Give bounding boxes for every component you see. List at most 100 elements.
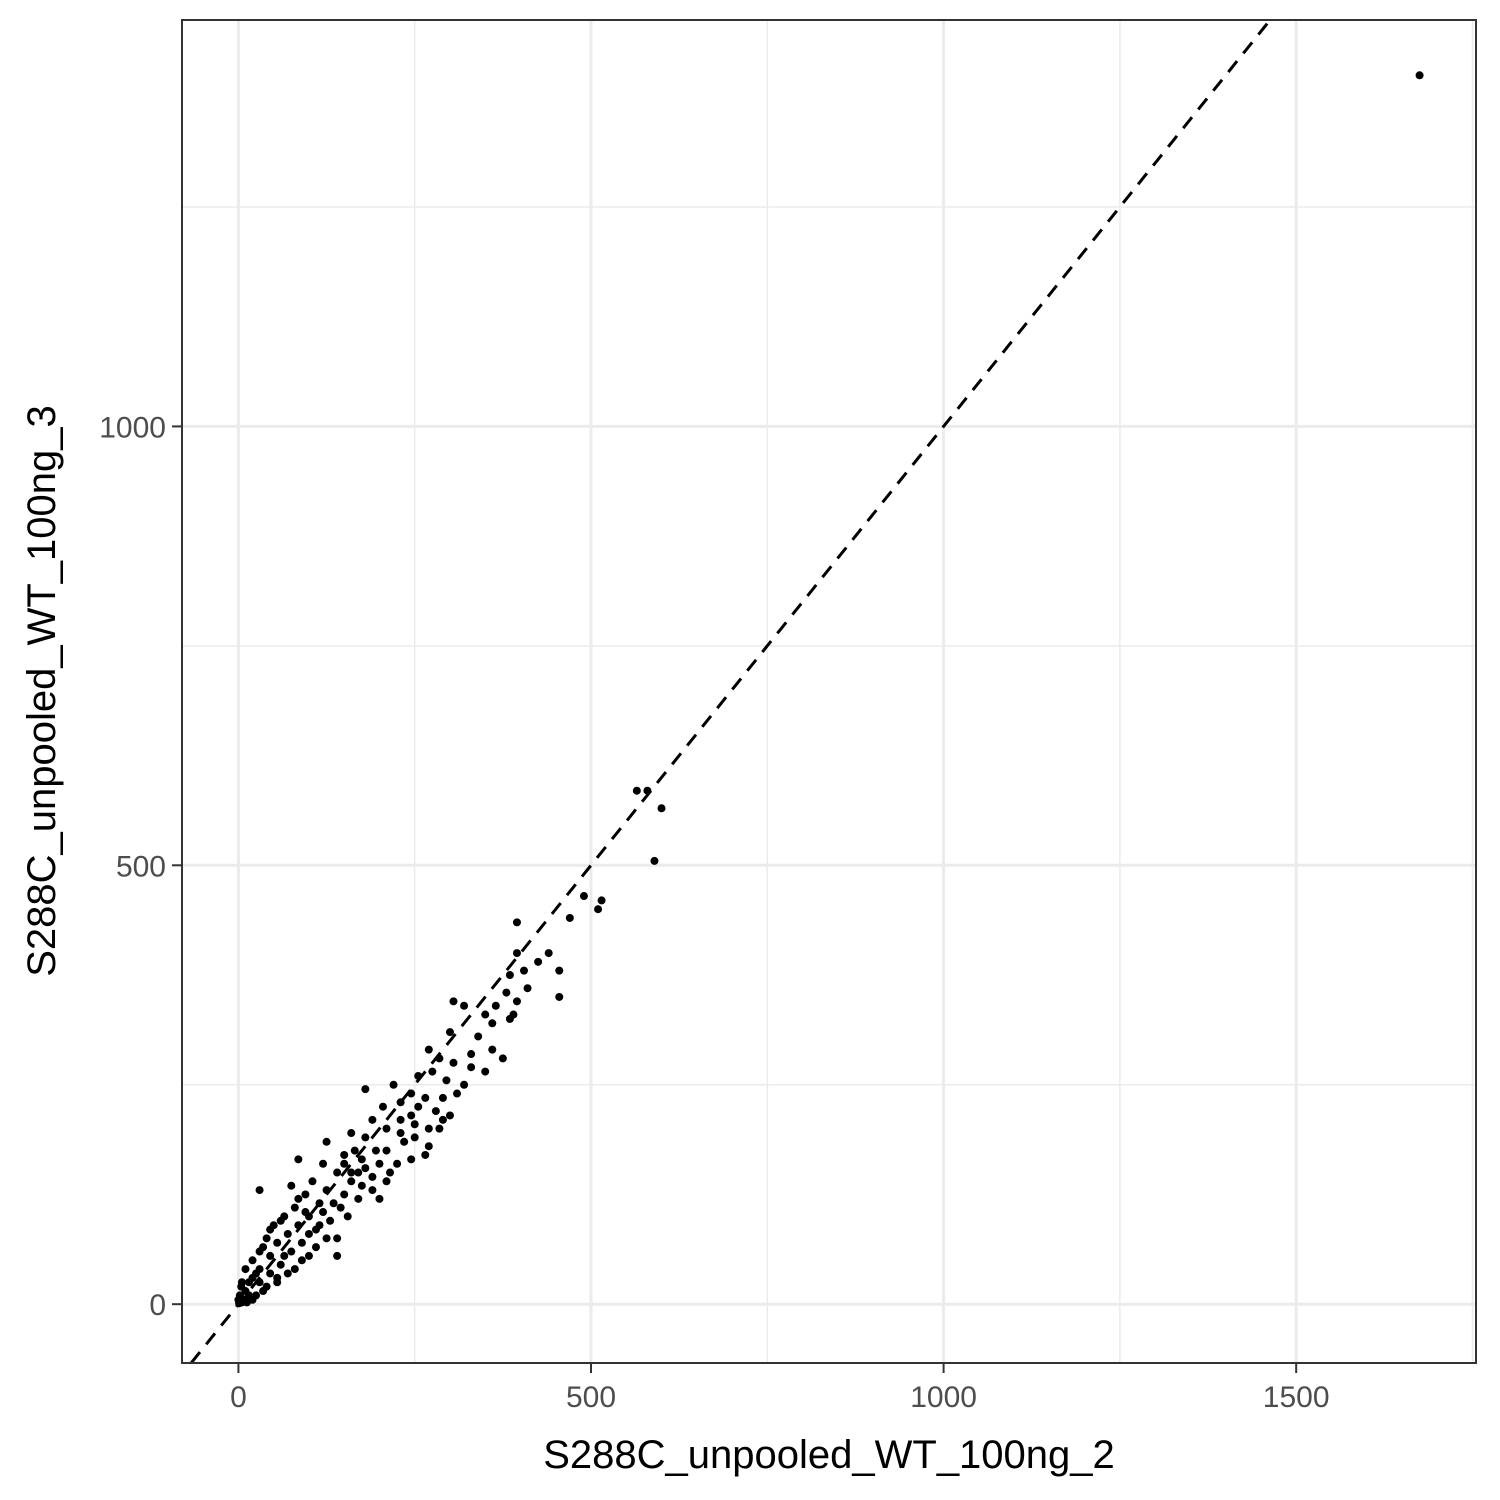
x-tick-label: 500: [566, 1381, 616, 1414]
data-point: [319, 1208, 328, 1217]
data-point: [273, 1238, 282, 1247]
data-point: [555, 966, 564, 975]
data-point: [378, 1102, 387, 1111]
data-point: [467, 1063, 476, 1072]
data-point: [329, 1199, 338, 1208]
data-point: [414, 1102, 423, 1111]
data-point: [350, 1146, 359, 1155]
data-point: [523, 984, 532, 993]
data-point: [234, 1295, 243, 1304]
data-point: [386, 1168, 395, 1177]
data-point: [632, 786, 641, 795]
data-point: [311, 1243, 320, 1252]
data-point: [304, 1251, 313, 1260]
data-point: [442, 1076, 451, 1085]
data-point: [237, 1282, 246, 1291]
data-point: [407, 1089, 416, 1098]
data-point: [534, 957, 543, 966]
data-point: [382, 1146, 391, 1155]
data-point: [505, 1014, 514, 1023]
data-point: [460, 1080, 469, 1089]
data-point: [544, 949, 553, 958]
data-point: [431, 1107, 440, 1116]
data-point: [361, 1164, 370, 1173]
data-point: [410, 1120, 419, 1129]
data-point: [319, 1159, 328, 1168]
data-point: [354, 1168, 363, 1177]
data-point: [283, 1229, 292, 1238]
data-point: [326, 1216, 335, 1225]
data-point: [393, 1159, 402, 1168]
data-point: [435, 1054, 444, 1063]
data-point: [438, 1093, 447, 1102]
data-point: [414, 1071, 423, 1080]
data-point: [266, 1269, 275, 1278]
data-point: [460, 1001, 469, 1010]
data-point: [248, 1256, 257, 1265]
data-point: [650, 856, 659, 865]
y-tick-label: 0: [149, 1289, 166, 1322]
data-point: [357, 1181, 366, 1190]
data-point: [266, 1225, 275, 1234]
data-point: [368, 1172, 377, 1181]
data-point: [643, 786, 652, 795]
data-point: [512, 949, 521, 958]
data-point: [520, 966, 529, 975]
data-point: [375, 1159, 384, 1168]
y-axis-title: S288C_unpooled_WT_100ng_3: [20, 405, 64, 977]
data-point: [505, 971, 514, 980]
data-point: [322, 1137, 331, 1146]
data-point: [315, 1199, 324, 1208]
data-point: [428, 1067, 437, 1076]
data-point: [255, 1186, 264, 1195]
data-point: [301, 1190, 310, 1199]
data-point: [400, 1137, 409, 1146]
data-point: [259, 1243, 268, 1252]
data-point: [421, 1150, 430, 1159]
data-point: [357, 1155, 366, 1164]
data-point: [424, 1045, 433, 1054]
data-point: [502, 988, 511, 997]
data-point: [308, 1177, 317, 1186]
data-point: [322, 1186, 331, 1195]
data-point: [276, 1260, 285, 1269]
data-point: [389, 1080, 398, 1089]
y-tick-label: 1000: [99, 411, 166, 444]
data-point: [371, 1146, 380, 1155]
data-point: [453, 1089, 462, 1098]
data-point: [262, 1234, 271, 1243]
data-point: [301, 1208, 310, 1217]
data-point: [449, 1058, 458, 1067]
data-point: [297, 1238, 306, 1247]
data-point: [304, 1229, 313, 1238]
data-point: [481, 1010, 490, 1019]
y-tick-label: 500: [116, 850, 166, 883]
data-point: [382, 1177, 391, 1186]
data-point: [396, 1115, 405, 1124]
data-point: [407, 1155, 416, 1164]
data-point: [445, 1028, 454, 1037]
data-point: [488, 1019, 497, 1028]
data-point: [273, 1278, 282, 1287]
data-point: [512, 997, 521, 1006]
x-axis-title: S288C_unpooled_WT_100ng_2: [543, 1433, 1115, 1477]
data-point: [340, 1159, 349, 1168]
data-point: [1415, 71, 1424, 80]
data-point: [438, 1115, 447, 1124]
data-point: [266, 1251, 275, 1260]
data-point: [347, 1129, 356, 1138]
plot-background: [182, 20, 1476, 1363]
data-point: [375, 1194, 384, 1203]
data-point: [435, 1124, 444, 1133]
data-point: [290, 1203, 299, 1212]
data-point: [354, 1194, 363, 1203]
axis-ticks: 0 500 1000 1500 0 500 1000: [99, 411, 1329, 1414]
data-point: [276, 1216, 285, 1225]
x-tick-label: 0: [230, 1381, 247, 1414]
data-point: [333, 1168, 342, 1177]
data-point: [396, 1129, 405, 1138]
data-point: [498, 1054, 507, 1063]
data-point: [287, 1247, 296, 1256]
data-point: [445, 1111, 454, 1120]
